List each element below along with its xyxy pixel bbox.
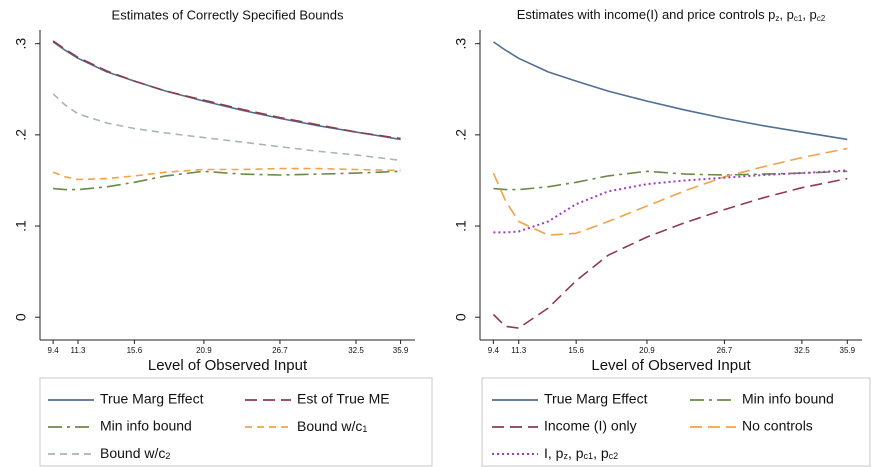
legend-label: Income (I) only (544, 418, 637, 434)
legend-label: No controls (742, 418, 813, 434)
legend-label: Bound w/c2 (100, 445, 170, 461)
legend-label-subscript: 1 (362, 424, 367, 434)
legend-label-subscript: z (563, 451, 568, 461)
x-tick-label: 32.5 (348, 346, 364, 355)
series-line (52, 40, 401, 140)
legend-label: True Marg Effect (544, 391, 648, 407)
x-axis-label: Level of Observed Input (148, 357, 308, 374)
chart-title-part: , p (779, 7, 793, 22)
y-tick-label: .3 (453, 38, 469, 50)
legend-label-part: , p (568, 445, 584, 461)
legend-label-part: Bound w/c (100, 445, 165, 461)
series-line (52, 41, 401, 141)
legend-label: Min info bound (742, 391, 834, 407)
x-tick-label: 15.6 (127, 346, 143, 355)
x-tick-label: 32.5 (794, 346, 810, 355)
legend-label-subscript: c2 (609, 451, 619, 461)
x-tick-label: 11.3 (511, 346, 527, 355)
legend-box (39, 377, 433, 467)
series-line (53, 170, 401, 191)
y-tick-label: .1 (13, 220, 29, 232)
x-tick-label: 26.7 (272, 346, 288, 355)
chart-title-part: Estimates with income(I) and price contr… (517, 7, 776, 22)
legend-label-subscript: c1 (584, 451, 594, 461)
series-line (493, 169, 848, 234)
x-tick-label: 20.9 (196, 346, 212, 355)
legend-label: True Marg Effect (100, 391, 204, 407)
y-tick-label: 0 (13, 313, 29, 321)
legend-label-subscript: 2 (165, 451, 170, 461)
chart-title-subscript: z (775, 14, 779, 23)
x-tick-label: 11.3 (71, 346, 87, 355)
y-tick-label: .2 (13, 129, 29, 141)
series-line (52, 167, 401, 181)
chart-title-subscript: c1 (794, 14, 803, 23)
x-tick-label: 35.9 (393, 346, 409, 355)
x-tick-label: 26.7 (717, 346, 733, 355)
x-tick-label: 15.6 (568, 346, 584, 355)
legend-label: Bound w/c1 (297, 418, 367, 434)
x-tick-label: 9.4 (48, 346, 60, 355)
x-tick-label: 20.9 (639, 346, 655, 355)
legend-label: Min info bound (100, 418, 192, 434)
legend-label: I, pz, pc1, pc2 (544, 445, 618, 461)
chart-title: Estimates of Correctly Specified Bounds (112, 7, 344, 22)
legend-label-part: Bound w/c (297, 418, 362, 434)
chart-title: Estimates with income(I) and price contr… (517, 7, 826, 22)
y-tick-label: .2 (453, 129, 469, 141)
series-line (492, 177, 848, 329)
legend-label: Est of True ME (297, 391, 390, 407)
x-tick-label: 35.9 (840, 346, 856, 355)
legend-label-part: I, p (544, 445, 564, 461)
chart-title-subscript: c2 (817, 14, 826, 23)
chart-title-part: , p (802, 7, 816, 22)
legend-box (481, 377, 871, 467)
x-tick-label: 9.4 (488, 346, 500, 355)
series-line (492, 147, 848, 236)
series-line (52, 93, 401, 162)
y-tick-label: .1 (453, 220, 469, 232)
legend-label-part: , p (593, 445, 609, 461)
y-tick-label: .3 (13, 38, 29, 50)
y-tick-label: 0 (453, 313, 469, 321)
series-line (492, 41, 848, 141)
x-axis-label: Level of Observed Input (591, 357, 751, 374)
